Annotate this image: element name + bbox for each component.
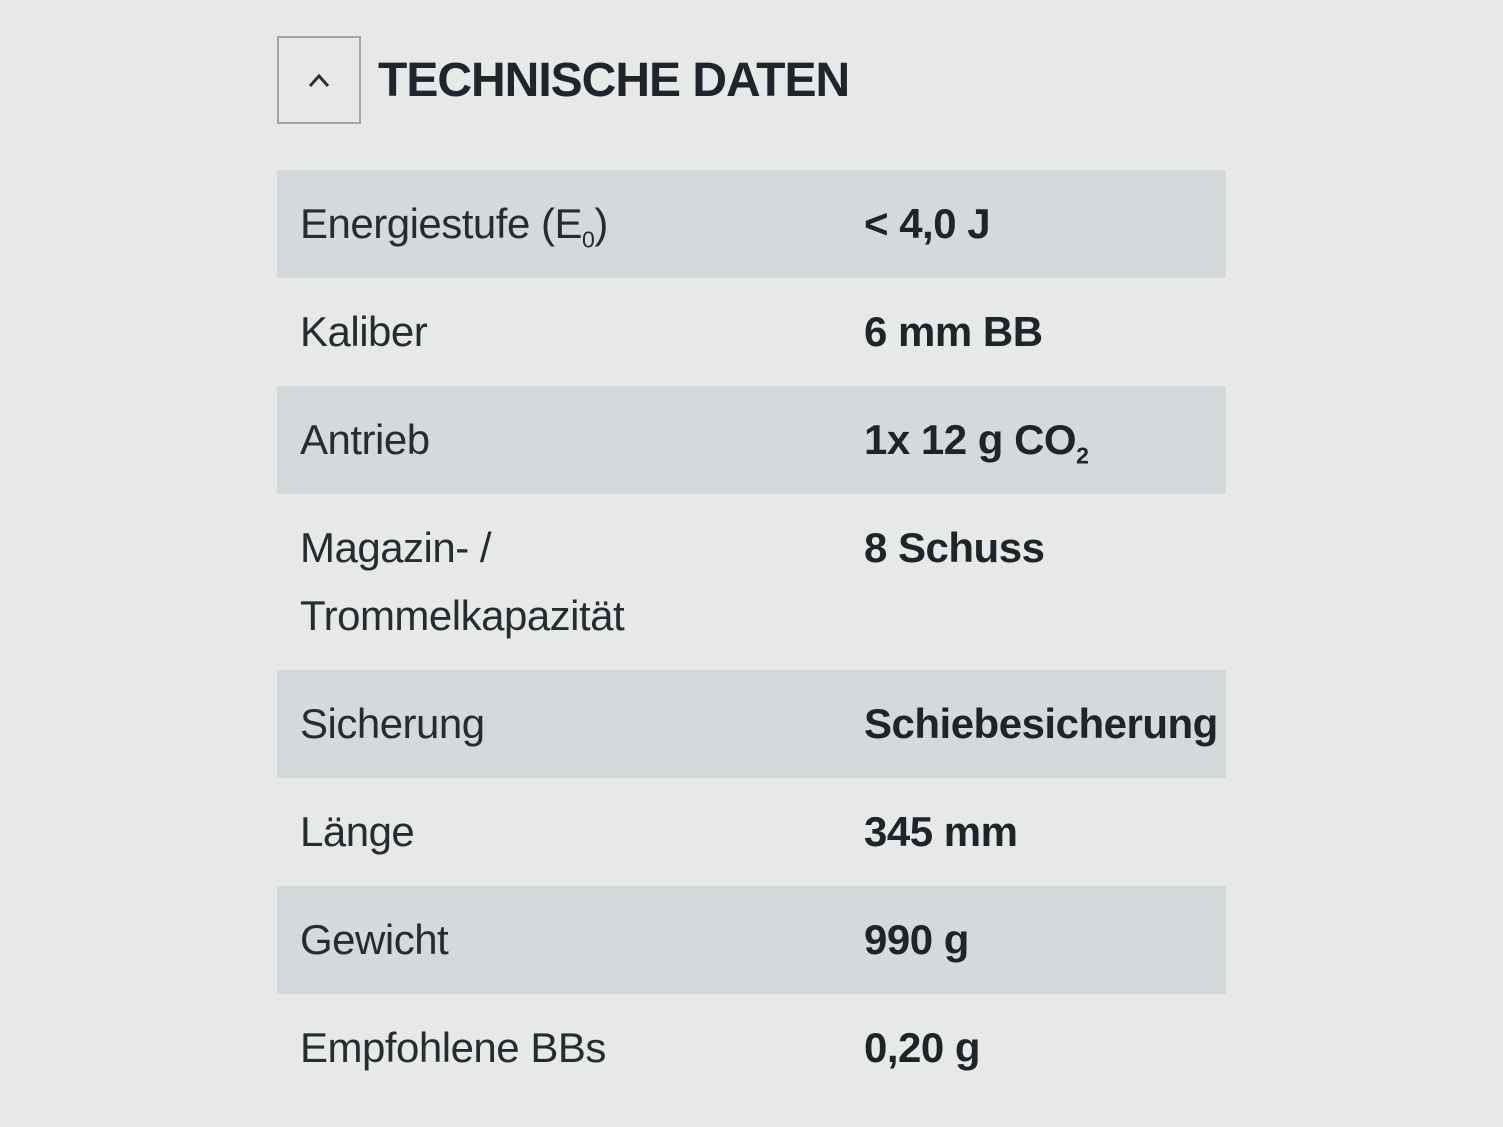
spec-row-antrieb: Antrieb 1x 12 g CO2 — [277, 386, 1226, 494]
spec-label: Antrieb — [300, 416, 430, 463]
spec-value: 345 mm — [864, 808, 1018, 855]
spec-row-magazinkapazitaet: Magazin- / Trommelkapazität 8 Schuss — [277, 494, 1226, 670]
spec-value: < 4,0 J — [864, 200, 991, 247]
spec-value: 6 mm BB — [864, 308, 1043, 355]
spec-value: Schiebesicherung — [864, 700, 1218, 747]
collapse-toggle-button[interactable] — [277, 36, 361, 124]
spec-value: 990 g — [864, 916, 969, 963]
spec-table: Energiestufe (E0) < 4,0 J Kaliber 6 mm B… — [277, 170, 1226, 1102]
section-header: TECHNISCHE DATEN — [277, 36, 1226, 124]
technical-data-section: TECHNISCHE DATEN Energiestufe (E0) < 4,0… — [277, 36, 1226, 1102]
spec-row-gewicht: Gewicht 990 g — [277, 886, 1226, 994]
spec-row-sicherung: Sicherung Schiebesicherung — [277, 670, 1226, 778]
spec-label: Magazin- / Trommelkapazität — [300, 524, 625, 639]
section-title: TECHNISCHE DATEN — [378, 53, 850, 107]
spec-label: Gewicht — [300, 916, 449, 963]
spec-label: Energiestufe (E0) — [300, 200, 608, 253]
spec-row-kaliber: Kaliber 6 mm BB — [277, 278, 1226, 386]
spec-label: Sicherung — [300, 700, 485, 747]
spec-label: Empfohlene BBs — [300, 1024, 606, 1071]
spec-value: 8 Schuss — [864, 524, 1045, 571]
spec-label: Länge — [300, 808, 415, 855]
spec-value: 1x 12 g CO2 — [864, 416, 1089, 469]
spec-row-laenge: Länge 345 mm — [277, 778, 1226, 886]
spec-row-empfohlene-bbs: Empfohlene BBs 0,20 g — [277, 994, 1226, 1102]
spec-row-energiestufe: Energiestufe (E0) < 4,0 J — [277, 170, 1226, 278]
chevron-up-icon — [303, 72, 335, 89]
spec-value: 0,20 g — [864, 1024, 981, 1071]
spec-label: Kaliber — [300, 308, 428, 355]
